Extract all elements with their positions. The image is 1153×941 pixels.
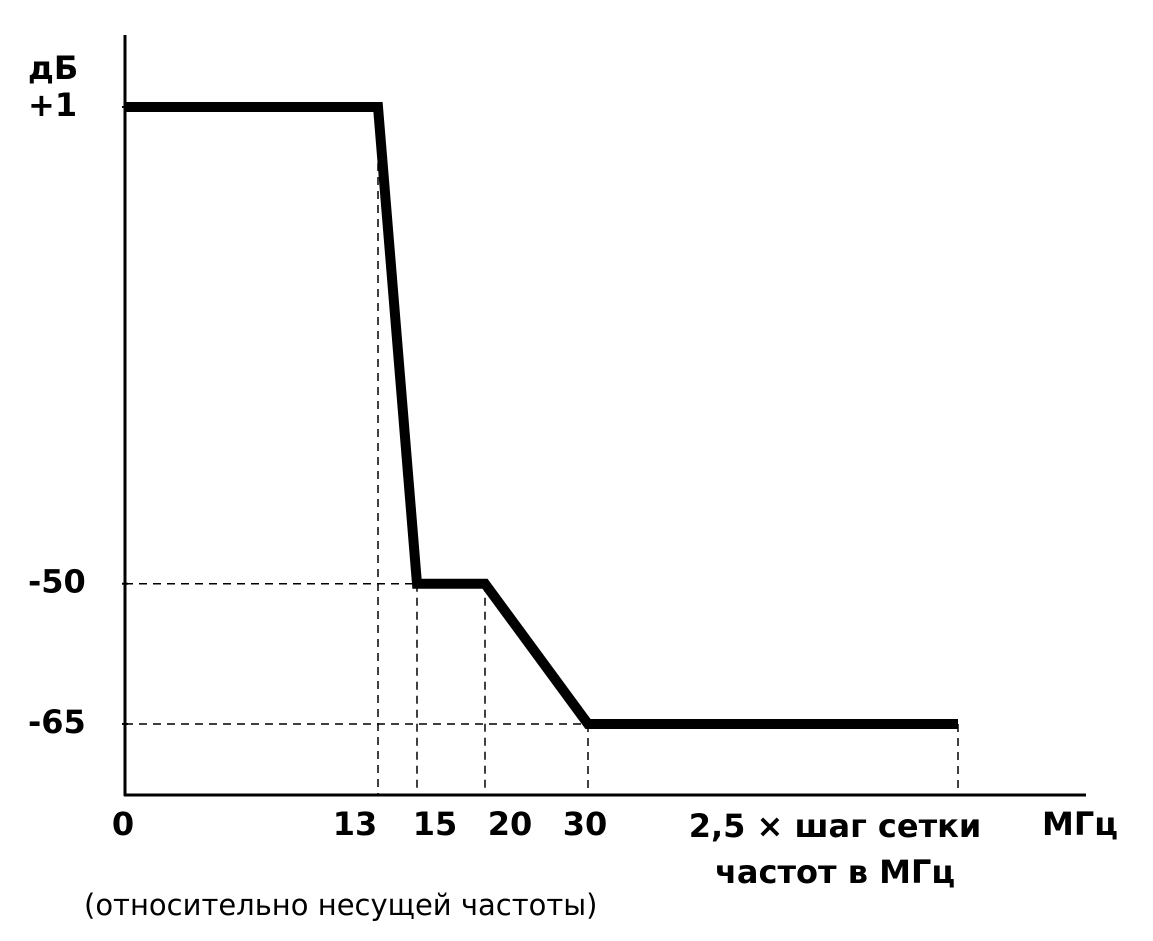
mask-line (125, 101, 958, 729)
y-tick-label: -65 (28, 703, 86, 741)
x-tick-label: 20 (488, 805, 533, 843)
x-tick-label: 30 (563, 805, 608, 843)
x-tick-label: 15 (413, 805, 458, 843)
y-tick-label: +1 (28, 86, 77, 124)
x-tick-label: 0 (112, 805, 134, 843)
x-tick-label: 2,5 × шаг сетки частот в МГц (688, 807, 982, 891)
x-tick-label: 13 (333, 805, 378, 843)
x-unit: МГц (1042, 805, 1118, 843)
y-unit: дБ (28, 49, 78, 87)
footnote: (относительно несущей частоты) (84, 888, 598, 922)
y-tick-label: -50 (28, 563, 86, 601)
